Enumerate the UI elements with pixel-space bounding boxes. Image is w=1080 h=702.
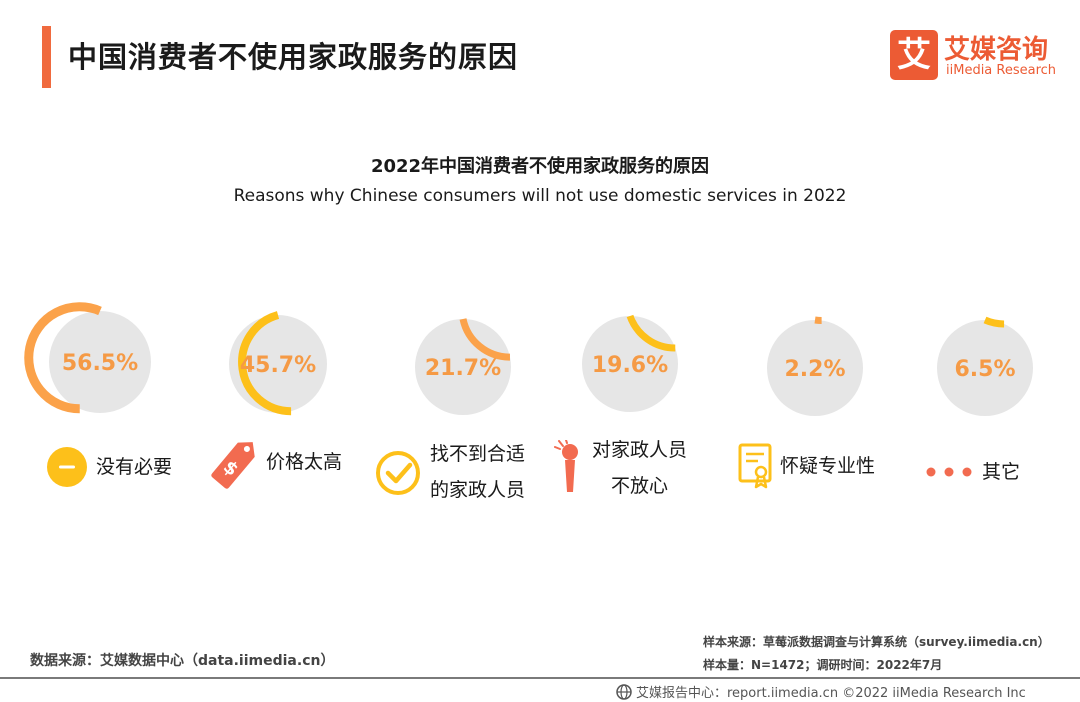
category-label-no-need: 没有必要	[96, 456, 173, 478]
category-doubt-professionalism: 怀疑专业性	[738, 443, 875, 489]
category-cannot-find: 找不到合适 的家政人员	[374, 436, 525, 508]
category-other: 其它	[924, 452, 1020, 492]
worried-person-icon	[554, 440, 578, 492]
category-label-line-1: 对家政人员	[592, 439, 688, 461]
category-label-cannot-find: 找不到合适 的家政人员	[430, 436, 525, 508]
gauge-value-distrust: 19.6%	[592, 353, 668, 378]
gauge-arc-other	[983, 316, 1005, 328]
sample-source: 样本来源：草莓派数据调查与计算系统（survey.iimedia.cn）	[703, 635, 1050, 649]
category-label-doubt-professionalism: 怀疑专业性	[780, 455, 876, 477]
gauge-arc-cannot-find	[459, 318, 511, 361]
category-label-too-expensive: 价格太高	[266, 451, 343, 473]
category-label-line-2: 不放心	[611, 475, 669, 497]
chart-title: 2022年中国消费者不使用家政服务的原因	[370, 156, 710, 177]
gauge-track-doubt-professionalism	[767, 320, 863, 416]
chart-subtitle: Reasons why Chinese consumers will not u…	[233, 186, 847, 206]
certificate-icon	[738, 443, 772, 489]
page-title: 中国消费者不使用家政服务的原因	[68, 40, 519, 74]
check-circle-icon	[376, 451, 420, 495]
gauge-arc-distrust	[626, 314, 676, 352]
globe-icon	[616, 683, 632, 700]
logo-glyph: 艾	[897, 35, 931, 75]
gauge-value-other: 6.5%	[954, 357, 1015, 382]
gauge-arc-no-need	[24, 302, 102, 414]
gauge-value-cannot-find: 21.7%	[425, 356, 501, 381]
category-label-distrust: 对家政人员 不放心	[592, 432, 687, 504]
gauge-track-cannot-find	[415, 319, 511, 415]
gauge-value-doubt-professionalism: 2.2%	[784, 357, 845, 382]
dots-icon	[926, 467, 972, 477]
category-too-expensive: $ 价格太高	[210, 432, 342, 492]
price-tag-icon: $	[211, 442, 255, 489]
data-source: 数据来源：艾媒数据中心（data.iimedia.cn）	[30, 653, 335, 669]
footer: 艾媒报告中心：report.iimedia.cn ©2022 iiMedia R…	[616, 682, 1026, 701]
gauge-value-too-expensive: 45.7%	[240, 353, 316, 378]
logo-mark: 艾	[890, 30, 938, 80]
category-no-need: 没有必要	[46, 446, 172, 488]
gauge-track-other	[937, 320, 1033, 416]
footer-text: 艾媒报告中心：report.iimedia.cn ©2022 iiMedia R…	[636, 686, 1026, 701]
gauge-track-no-need	[49, 311, 151, 413]
logo-text-cn: 艾媒咨询	[944, 35, 1049, 65]
title-accent-bar	[42, 26, 51, 88]
category-label-line-1: 找不到合适	[430, 443, 526, 465]
logo-text-en: iiMedia Research	[946, 63, 1057, 78]
category-distrust: 对家政人员 不放心	[554, 432, 687, 504]
gauge-value-no-need: 56.5%	[62, 351, 138, 376]
footer-divider	[0, 677, 1080, 679]
sample-size: 样本量：N=1472；调研时间：2022年7月	[703, 658, 943, 672]
category-label-line-2: 的家政人员	[430, 479, 526, 501]
gauge-arc-too-expensive	[238, 311, 292, 416]
category-label-other: 其它	[982, 461, 1021, 483]
minus-circle-icon	[47, 447, 87, 487]
